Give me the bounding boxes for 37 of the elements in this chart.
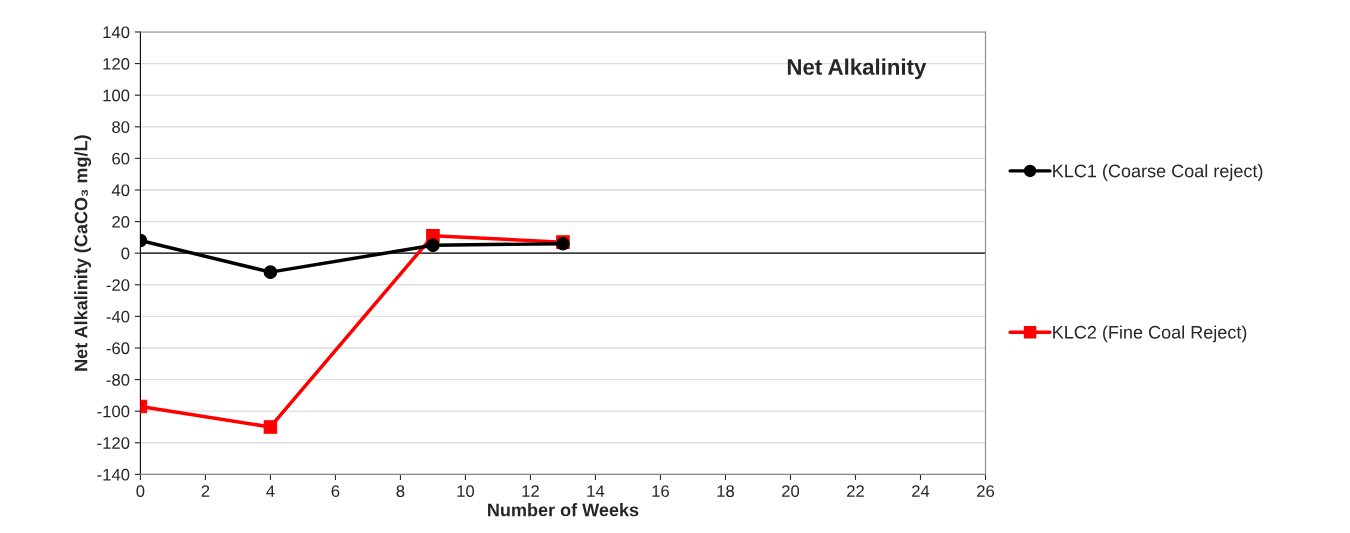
y-tick-label: 100 <box>103 89 130 102</box>
x-tick-label: 22 <box>847 485 864 497</box>
y-tick-label: -20 <box>106 279 130 291</box>
x-tick-label: 14 <box>587 485 605 497</box>
x-tick-label: 18 <box>717 485 735 498</box>
y-tick-label: -120 <box>97 437 130 449</box>
y-tick-label: 60 <box>112 152 130 165</box>
y-tick-label: -40 <box>106 310 130 323</box>
x-tick-label: 8 <box>396 485 405 498</box>
x-tick-label: 4 <box>266 485 275 497</box>
y-tick-label: -80 <box>106 373 130 386</box>
y-axis-title: Net Alkalinity (CaCO₃ mg/L) <box>74 135 92 371</box>
y-tick-label: -140 <box>97 468 130 481</box>
text: Net Alkalinity <box>787 58 927 80</box>
x-tick-label: 20 <box>782 485 800 498</box>
point <box>426 238 440 253</box>
y-tick-label: -60 <box>106 342 130 355</box>
x-axis-title: Number of Weeks <box>488 503 639 517</box>
point <box>263 265 278 279</box>
y-tick-label: 0 <box>121 247 130 260</box>
x-tick-label: 10 <box>457 485 475 498</box>
y-tick-label: 80 <box>112 121 130 133</box>
y-tick-label: 140 <box>103 26 130 39</box>
x-tick-label: 2 <box>201 485 210 497</box>
x-tick-label: 26 <box>977 485 995 498</box>
point <box>263 420 278 434</box>
y-tick-label: 20 <box>112 215 130 228</box>
y-tick-label: -100 <box>97 405 130 418</box>
x-tick-label: 6 <box>331 485 340 498</box>
x-tick-label: 24 <box>912 485 930 497</box>
legend-label: KLC2 (Fine Coal Reject) <box>1053 325 1247 343</box>
y-tick-label: 120 <box>103 57 130 70</box>
x-tick-label: 12 <box>522 485 539 497</box>
legend-label: KLC1 (Coarse Coal reject) <box>1053 164 1263 181</box>
x-tick-label: 16 <box>652 485 669 498</box>
x-tick-label: 0 <box>136 485 145 498</box>
y-tick-label: 40 <box>111 184 130 197</box>
